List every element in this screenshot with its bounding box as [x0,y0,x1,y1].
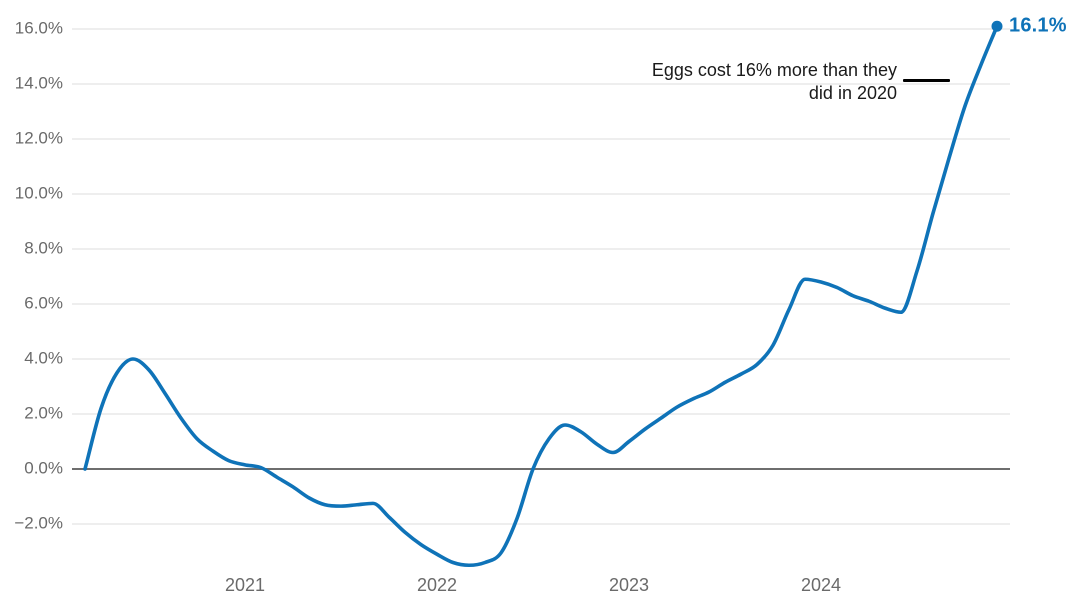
gridlines [72,28,1010,525]
x-tick-label: 2022 [416,575,458,595]
annotation-pointer-line [903,79,950,82]
y-tick-label: 14.0% [14,73,63,93]
y-tick-label: 2.0% [24,403,63,423]
annotation: Eggs cost 16% more than they did in 2020 [652,59,897,105]
y-tick-label: 12.0% [14,128,63,148]
y-tick-label: 16.0% [14,18,63,38]
series-line [83,24,999,568]
y-tick-label: 0.0% [24,458,63,478]
annotation-line-1: Eggs cost 16% more than they [651,60,897,80]
y-tick-label: 4.0% [24,348,63,368]
end-point-dot [991,20,1003,32]
x-tick-label: 2021 [224,575,266,595]
end-value-label: 16.1% [1009,14,1067,37]
y-tick-label: 10.0% [14,183,63,203]
x-tick-label: 2023 [608,575,650,595]
x-tick-label: 2024 [800,575,842,595]
y-tick-label: −2.0% [14,513,63,533]
annotation-line-2: did in 2020 [808,83,897,103]
y-tick-label: 6.0% [24,293,63,313]
y-tick-label: 8.0% [24,238,63,258]
